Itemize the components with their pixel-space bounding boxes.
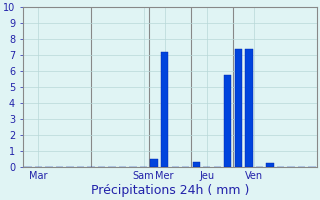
Bar [150, 159, 158, 167]
Bar [161, 52, 168, 167]
Bar [266, 163, 274, 167]
Bar [193, 162, 200, 167]
Bar [224, 75, 231, 167]
Bar [245, 49, 252, 167]
X-axis label: Précipitations 24h ( mm ): Précipitations 24h ( mm ) [91, 184, 249, 197]
Bar [235, 49, 242, 167]
